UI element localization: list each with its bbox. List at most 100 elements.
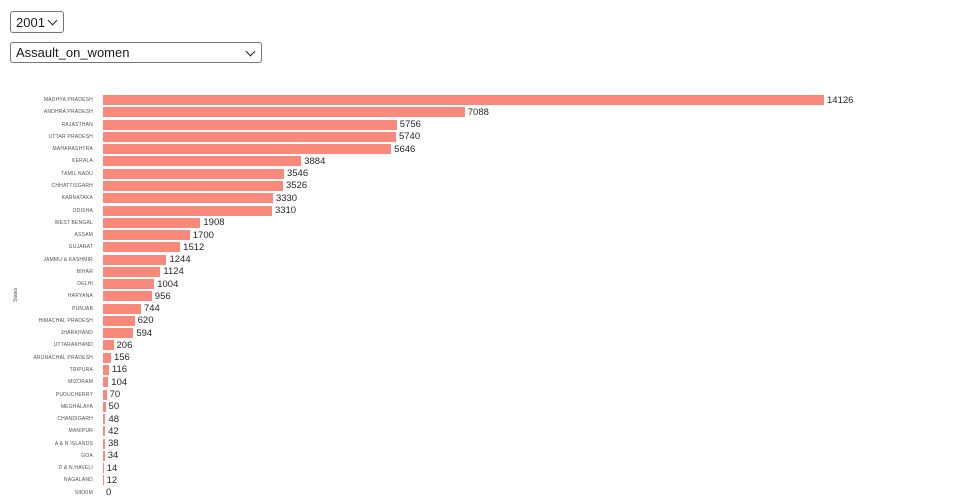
bar — [103, 352, 111, 363]
state-label: D & N HAVELI — [58, 465, 93, 472]
state-label: NAGALAND — [63, 477, 93, 484]
chart-row: CHHATTISGARH 3526 — [0, 180, 960, 192]
value-label: 38 — [107, 438, 119, 450]
state-label: MIZORAM — [67, 379, 93, 386]
chart-row: HIMACHAL PRADESH 620 — [0, 315, 960, 327]
state-label: RAJASTHAN — [61, 121, 93, 128]
chart-row: TAMIL NADU 3546 — [0, 168, 960, 180]
bar — [103, 217, 201, 228]
value-label: 3526 — [285, 180, 308, 192]
bar — [103, 377, 109, 388]
bar — [103, 144, 392, 155]
state-label: MAHARASHTRA — [52, 146, 93, 153]
bar — [103, 95, 824, 106]
value-label: 0 — [106, 487, 112, 499]
bar — [103, 291, 152, 302]
chart-row: MEGHALAYA 50 — [0, 401, 960, 413]
chart-row: PUDUCHERRY 70 — [0, 388, 960, 400]
state-label: MADHYA PRADESH — [43, 97, 93, 104]
chart-row: ASSAM 1700 — [0, 229, 960, 241]
value-label: 744 — [143, 303, 160, 315]
bar-chart: MADHYA PRADESH 14126 ANDHRA PRADESH 7088 RAJ… — [0, 94, 960, 499]
chart-row: ANDHRA PRADESH 7088 — [0, 106, 960, 118]
chart-row: MAHARASHTRA 5646 — [0, 143, 960, 155]
value-label: 3310 — [274, 205, 297, 217]
state-label: ARUNACHAL PRADESH — [33, 354, 93, 361]
value-label: 156 — [113, 352, 130, 364]
state-label: HIMACHAL PRADESH — [38, 317, 93, 324]
chart-row: HARYANA 956 — [0, 290, 960, 302]
chart-row: GUJARAT 1512 — [0, 241, 960, 253]
chart-row: TRIPURA 116 — [0, 364, 960, 376]
value-label: 48 — [108, 413, 120, 425]
state-label: ANDHRA PRADESH — [43, 109, 93, 116]
category-select-wrap: Assault_on_women — [10, 42, 262, 63]
chart-row: BIHAR 1124 — [0, 266, 960, 278]
value-label: 3330 — [275, 192, 298, 204]
year-select-wrap: 2001 — [10, 11, 64, 33]
state-label: ODISHA — [72, 207, 93, 214]
value-label: 14126 — [827, 94, 854, 106]
state-label: GOA — [81, 452, 93, 459]
value-label: 1004 — [157, 278, 179, 290]
state-label: ASSAM — [74, 232, 93, 239]
value-label: 104 — [111, 376, 128, 388]
chart-row: CHANDIGARH 48 — [0, 413, 960, 425]
value-label: 5646 — [394, 143, 416, 155]
bar — [103, 389, 107, 400]
state-label: KERALA — [72, 158, 93, 165]
chart-row: D & N HAVELI 14 — [0, 462, 960, 474]
value-label: 620 — [137, 315, 154, 327]
bar — [103, 156, 302, 167]
bar — [103, 426, 106, 437]
bar — [103, 450, 105, 461]
chart-row: ODISHA 3310 — [0, 204, 960, 216]
bar — [103, 315, 135, 326]
state-label: CHHATTISGARH — [51, 182, 93, 189]
chart-row: MADHYA PRADESH 14126 — [0, 94, 960, 106]
bar — [103, 205, 272, 216]
value-label: 12 — [106, 474, 118, 486]
bar — [103, 131, 396, 142]
state-label: JHARKHAND — [60, 330, 93, 337]
value-label: 3884 — [304, 155, 326, 167]
value-label: 42 — [108, 425, 119, 437]
chart-row: SIKKIM 0 — [0, 487, 960, 499]
value-label: 1700 — [192, 229, 214, 241]
value-label: 5756 — [399, 119, 421, 131]
value-label: 594 — [136, 327, 153, 339]
chart-row: GOA 34 — [0, 450, 960, 462]
value-label: 1124 — [163, 266, 184, 278]
bar — [103, 119, 397, 130]
value-label: 14 — [106, 462, 118, 474]
crime-category-select[interactable]: Assault_on_women — [10, 42, 262, 63]
value-label: 1244 — [169, 254, 191, 266]
state-label: WEST BENGAL — [54, 219, 93, 226]
value-label: 116 — [111, 364, 128, 376]
bar — [103, 193, 273, 204]
value-label: 1908 — [203, 217, 225, 229]
value-label: 70 — [109, 389, 121, 400]
bar — [103, 303, 141, 314]
chart-row: RAJASTHAN 5756 — [0, 119, 960, 131]
year-select[interactable]: 2001 — [10, 11, 64, 33]
bar — [103, 230, 190, 241]
chart-row: JHARKHAND 594 — [0, 327, 960, 339]
value-label: 956 — [154, 290, 171, 302]
state-label: PUDUCHERRY — [55, 391, 93, 398]
bar — [103, 414, 106, 425]
chart-row: ARUNACHAL PRADESH 156 — [0, 352, 960, 364]
bar — [103, 364, 109, 375]
bar — [103, 279, 155, 290]
state-label: GUJARAT — [68, 244, 93, 251]
state-label: PUNJAB — [72, 305, 93, 312]
chart-row: UTTARAKHAND 206 — [0, 339, 960, 351]
value-label: 34 — [107, 450, 119, 462]
bar — [103, 438, 105, 449]
state-label: CHANDIGARH — [57, 416, 93, 423]
state-label: SIKKIM — [74, 489, 93, 496]
chart-row: KARNATAKA 3330 — [0, 192, 960, 204]
chart-row: PUNJAB 744 — [0, 303, 960, 315]
chart-row: UTTAR PRADESH 5740 — [0, 131, 960, 143]
